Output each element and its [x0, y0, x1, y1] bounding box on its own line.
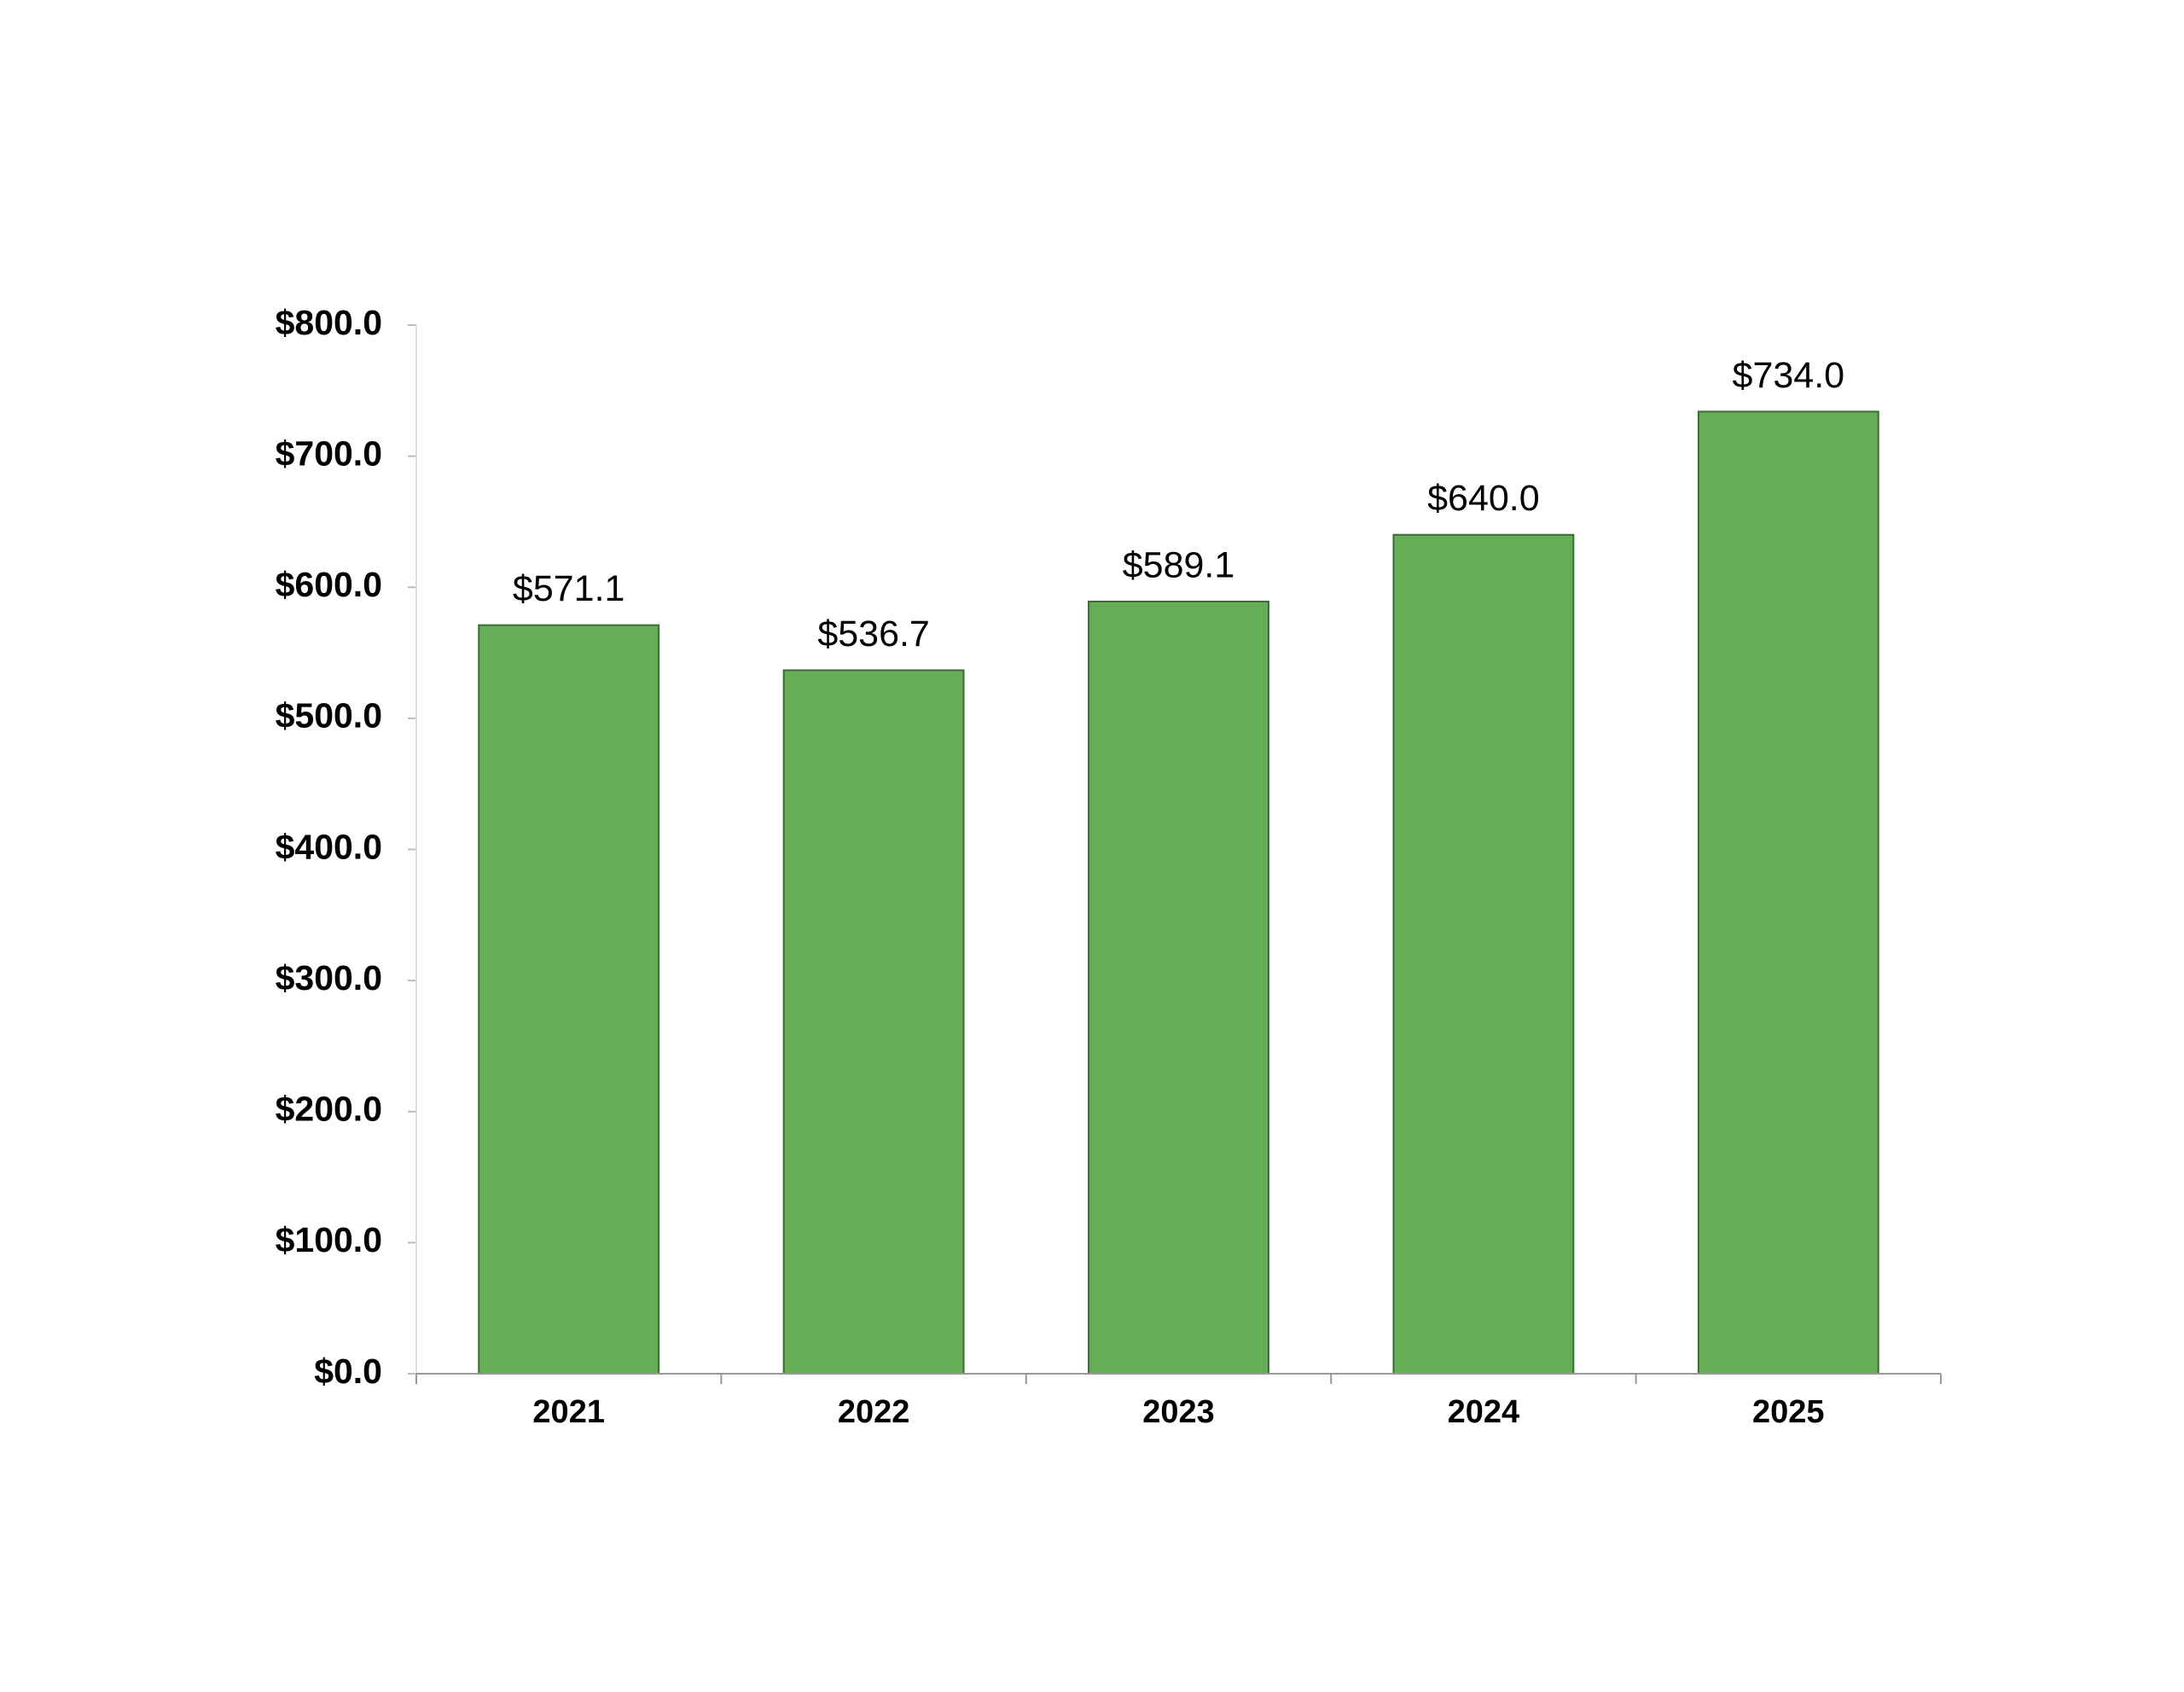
y-tick-label: $500.0	[276, 696, 382, 736]
bar	[1088, 600, 1269, 1375]
y-tick-label: $0.0	[314, 1352, 382, 1391]
y-tick-label: $100.0	[276, 1220, 382, 1259]
y-tick-label: $200.0	[276, 1090, 382, 1129]
x-tick-label: 2021	[532, 1394, 605, 1430]
value-label: $734.0	[1733, 355, 1845, 396]
bar	[1697, 410, 1879, 1375]
x-tick-label: 2022	[838, 1394, 910, 1430]
value-label: $640.0	[1427, 478, 1540, 519]
y-tick-label: $600.0	[276, 565, 382, 604]
x-tick-label: 2023	[1142, 1394, 1215, 1430]
bar	[1392, 533, 1575, 1375]
y-tick-label: $800.0	[276, 303, 382, 342]
bar	[782, 669, 965, 1375]
y-tick-label: $400.0	[276, 827, 382, 866]
value-label: $589.1	[1123, 544, 1235, 585]
bar	[478, 624, 660, 1375]
y-tick-label: $300.0	[276, 958, 382, 997]
x-tick-label: 2024	[1448, 1394, 1520, 1430]
y-tick-label: $700.0	[276, 433, 382, 473]
value-label: $536.7	[817, 613, 930, 654]
value-label: $571.1	[513, 568, 625, 609]
x-tick-label: 2025	[1752, 1394, 1825, 1430]
